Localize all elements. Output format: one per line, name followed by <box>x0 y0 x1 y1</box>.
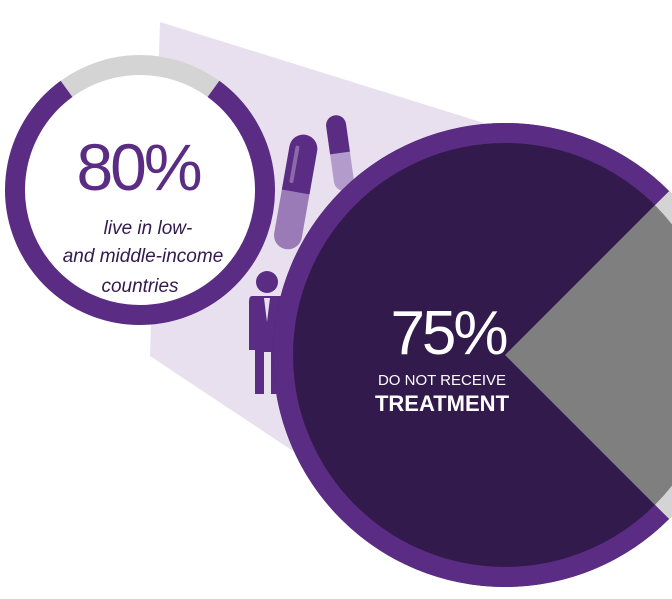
pill-icon <box>326 115 354 191</box>
left-donut <box>5 55 275 325</box>
left-donut-share-arc <box>5 80 275 325</box>
pill-icon <box>274 134 318 250</box>
left-donut-track <box>15 65 265 315</box>
left-caption-line-2: and middle-income <box>63 246 224 267</box>
left-caption-line-3: countries <box>101 276 179 297</box>
right-remainder-wedge <box>505 196 672 514</box>
right-caption-line-2: TREATMENT <box>375 391 510 416</box>
right-percent: 75% <box>390 299 506 368</box>
right-donut-body <box>273 123 672 587</box>
left-percent: 80% <box>76 130 200 204</box>
left-donut-remainder-arc <box>60 55 220 98</box>
right-donut <box>273 123 672 587</box>
left-caption-line-1: live in low- <box>104 218 193 239</box>
right-caption-line-1: DO NOT RECEIVE <box>378 372 506 389</box>
right-donut-share-arc <box>273 123 670 587</box>
